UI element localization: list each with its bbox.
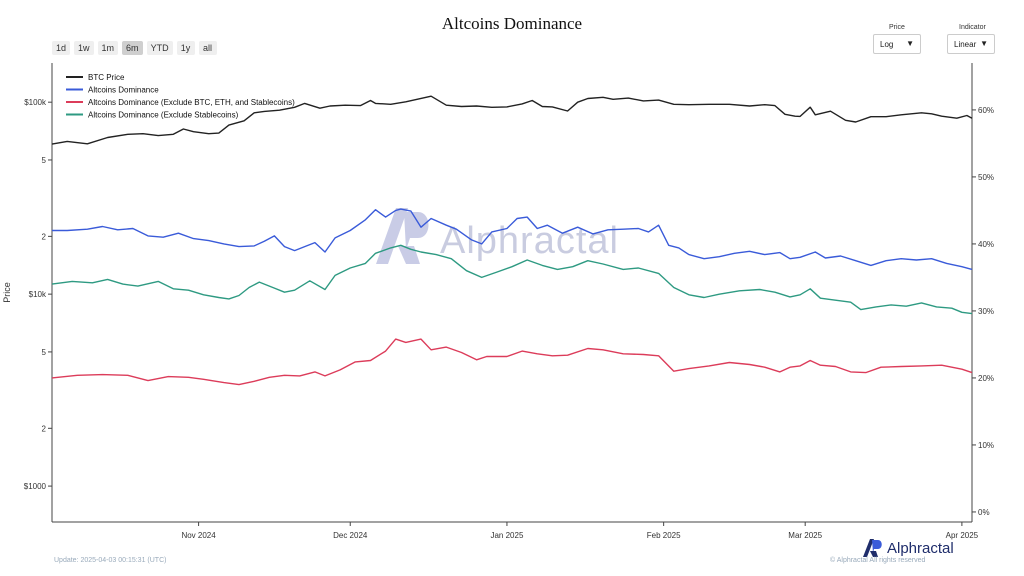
range-button-1y[interactable]: 1y [176,41,195,55]
y-axis-title: Price [2,282,12,303]
legend-label-4: Altcoins Dominance (Exclude Stablecoins) [88,111,239,120]
range-button-1m[interactable]: 1m [97,41,119,55]
x-tick-label: Feb 2025 [647,531,681,540]
series-line-1 [51,95,973,145]
y-left-tick-label: 5 [42,156,47,165]
dropdown-arrow-icon: ▼ [906,39,914,48]
indicator-scale-select[interactable]: Linear ▼ [947,34,995,54]
y-left-tick-label: $1000 [24,482,47,491]
y-right-tick-label: 40% [978,240,994,249]
alphractal-logo-icon [863,539,882,557]
watermark-text: Alphractal [440,220,619,262]
y-left-tick-label: 2 [42,232,47,241]
range-button-all[interactable]: all [198,41,217,55]
series-line-4 [51,244,973,315]
y-right-tick-label: 30% [978,307,994,316]
brand-logo: Alphractal [862,538,954,558]
y-right-tick-label: 50% [978,173,994,182]
y-left-tick-label: 5 [42,348,47,357]
update-timestamp: Update: 2025-04-03 00:15:31 (UTC) [54,557,167,564]
y-left-tick-label: 2 [42,424,47,433]
y-right-tick-label: 20% [978,374,994,383]
legend-label-1: BTC Price [88,73,125,82]
y-left-tick-label: $100k [24,98,47,107]
x-tick-label: Jan 2025 [490,531,523,540]
x-tick-label: Mar 2025 [788,531,822,540]
chart-title: Altcoins Dominance [441,14,583,33]
x-tick-label: Apr 2025 [946,531,979,540]
range-button-6m[interactable]: 6m [122,41,143,55]
y-right-tick-label: 0% [978,508,990,517]
legend-label-3: Altcoins Dominance (Exclude BTC, ETH, an… [88,98,295,107]
series-line-2 [52,208,973,271]
series-line-3 [51,338,973,386]
x-tick-label: Nov 2024 [181,531,216,540]
range-selector: 1d 1w 1m 6m YTD 1y all [52,41,217,55]
x-tick-label: Dec 2024 [333,531,368,540]
price-scale-value: Log [880,40,894,49]
indicator-scale-label: Indicator [959,24,986,31]
indicator-scale-value: Linear [954,40,977,49]
brand-name: Alphractal [887,539,954,557]
y-right-tick-label: 10% [978,441,994,450]
range-button-1d[interactable]: 1d [52,41,71,55]
price-scale-label: Price [889,24,905,31]
y-right-tick-label: 60% [978,106,994,115]
range-button-1w[interactable]: 1w [74,41,94,55]
copyright-text: © Alphractal All rights reserved [830,557,926,564]
y-left-tick-label: $10k [29,290,47,299]
range-button-ytd[interactable]: YTD [146,41,173,55]
price-scale-select[interactable]: Log ▼ [873,34,921,54]
dropdown-arrow-icon: ▼ [980,39,988,48]
legend-label-2: Altcoins Dominance [88,86,159,95]
